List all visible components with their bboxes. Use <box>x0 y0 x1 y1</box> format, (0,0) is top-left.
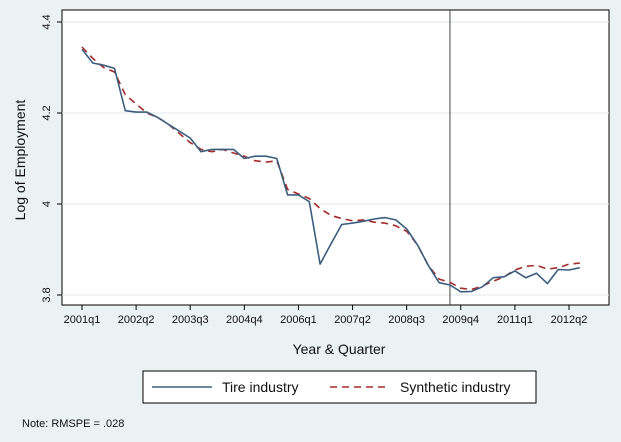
y-tick-label: 4.4 <box>41 14 53 29</box>
legend-label-tire: Tire industry <box>222 379 299 395</box>
y-tick-label: 4.2 <box>41 105 53 120</box>
x-tick-label: 2006q1 <box>280 314 317 326</box>
x-tick-label: 2007q2 <box>334 314 371 326</box>
grid-lines <box>62 21 609 296</box>
x-tick-label: 2012q2 <box>551 314 588 326</box>
legend-label-synthetic: Synthetic industry <box>400 379 511 395</box>
y-tick-label: 4 <box>41 201 53 207</box>
x-tick-label: 2009q4 <box>442 314 479 326</box>
x-tick-label: 2003q3 <box>172 314 209 326</box>
x-tick-label: 2004q4 <box>226 314 263 326</box>
rmspe-note: Note: RMSPE = .028 <box>22 418 124 430</box>
y-axis: 3.8 4 4.2 4.4 <box>41 14 62 303</box>
x-tick-label: 2008q3 <box>388 314 425 326</box>
x-tick-label: 2001q1 <box>64 314 101 326</box>
x-axis: 2001q1 2002q2 2003q3 2004q4 2006q1 2007q2 2008… <box>64 305 588 326</box>
legend: Tire industry Synthetic industry <box>142 370 537 404</box>
plot-area <box>61 9 610 306</box>
series-line-synthetic <box>81 46 580 291</box>
y-tick-label: 3.8 <box>41 287 53 302</box>
series-line-tire <box>81 48 580 293</box>
y-axis-title: Log of Employment <box>12 100 28 221</box>
x-tick-label: 2011q1 <box>497 314 533 326</box>
x-axis-title: Year & Quarter <box>293 341 386 357</box>
series-layer <box>81 46 580 293</box>
x-tick-label: 2002q2 <box>118 314 155 326</box>
